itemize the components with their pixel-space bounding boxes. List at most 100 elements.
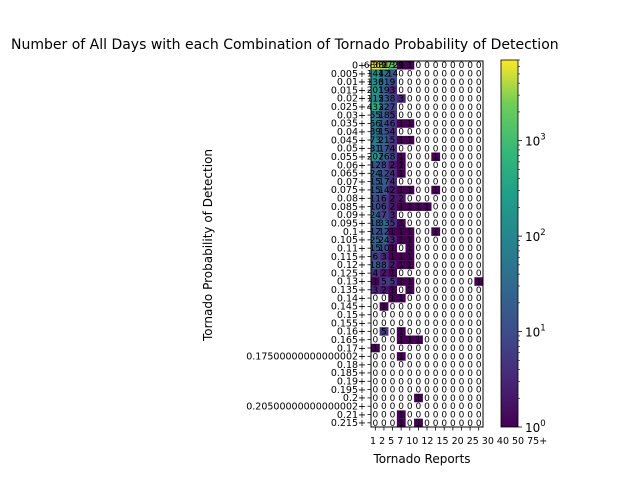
y-tick-label: 0.14+ (337, 293, 366, 304)
heatmap-cell-label: 0 (459, 352, 465, 362)
heatmap-cell-label: 0 (372, 327, 378, 337)
heatmap-cell-label: 0 (398, 144, 404, 154)
y-tick-label: 0.03+ (337, 110, 366, 121)
heatmap-cell (379, 152, 389, 162)
heatmap-cell-label: 1 (476, 277, 482, 287)
heatmap-cell-label: 0 (450, 269, 456, 279)
y-axis-ticks: 0+0.005+0.01+0.015+0.02+0.025+0.03+0.035… (246, 60, 371, 429)
heatmap-cell-label: 0 (407, 402, 413, 412)
colorbar-ticks: 100 101 102 103 (518, 59, 546, 435)
heatmap-cell-label: 0 (416, 228, 422, 238)
heatmap-cell (379, 61, 389, 70)
heatmap-cell-label: 0 (450, 178, 456, 188)
heatmap-cell (379, 302, 389, 311)
heatmap-cell-label: 0 (433, 277, 439, 287)
heatmap-cell-label: 0 (450, 361, 456, 371)
heatmap-cell-label: 0 (433, 394, 439, 404)
heatmap-cell-label: 24 (370, 211, 382, 221)
heatmap-cell (379, 110, 389, 120)
heatmap-cell-label: 207 (367, 153, 384, 163)
heatmap-cell-label: 1 (398, 61, 404, 71)
heatmap-cell-label: 6 (372, 252, 378, 262)
heatmap-cell-label: 141 (367, 69, 384, 79)
heatmap-cell-label: 0 (450, 203, 456, 213)
heatmap-cell-label: 10 (378, 244, 390, 254)
heatmap-cell-label: 0 (459, 161, 465, 171)
heatmap-cell-label: 0 (424, 302, 430, 312)
y-tick-label: 0.17+ (337, 343, 366, 354)
heatmap-cell-label: 0 (381, 386, 387, 396)
heatmap-cell-label: 0 (433, 319, 439, 329)
heatmap-cell-label: 0 (424, 286, 430, 296)
heatmap-cell-label: 0 (450, 286, 456, 296)
heatmap-cell-label: 0 (467, 377, 473, 387)
heatmap-cell-label: 0 (467, 78, 473, 88)
heatmap-cell (396, 152, 406, 162)
heatmap-cell-label: 0 (433, 128, 439, 138)
heatmap-cell-label: 14 (387, 69, 399, 79)
heatmap-cell-label: 0 (441, 319, 447, 329)
heatmap-cell (431, 185, 441, 195)
heatmap-cell (388, 77, 398, 87)
heatmap-cell (414, 202, 423, 211)
heatmap-cell-label: 0 (450, 319, 456, 329)
heatmap-cell-label: 0 (390, 327, 396, 337)
heatmap-cell-label: 22 (378, 103, 389, 113)
heatmap-cell-label: 0 (476, 153, 482, 163)
heatmap-cell-label: 0 (416, 103, 422, 113)
heatmap-cell (371, 235, 380, 245)
heatmap-cell-label: 0 (441, 261, 447, 271)
heatmap-cell-label: 0 (450, 377, 456, 387)
heatmap-cell-label: 0 (424, 277, 430, 287)
heatmap-cell-label: 1 (390, 269, 396, 279)
heatmap-cell-label: 0 (459, 94, 465, 104)
heatmap-cell-label: 0 (450, 352, 456, 362)
heatmap-cell-label: 0 (450, 194, 456, 204)
heatmap-cell-label: 0 (459, 103, 465, 113)
heatmap-cell (388, 285, 398, 295)
heatmap-cell-label: 0 (416, 411, 422, 421)
y-tick-label: 0.075+ (331, 185, 366, 196)
heatmap-cell-label: 56 (370, 119, 382, 129)
heatmap-cell (379, 202, 389, 211)
heatmap-cell-label: 24 (378, 236, 390, 246)
heatmap-cell-label: 0 (424, 319, 430, 329)
heatmap-cell (396, 352, 406, 361)
heatmap-cell-label: 0 (450, 119, 456, 129)
heatmap-cell-label: 0 (459, 236, 465, 246)
heatmap-cell (371, 343, 380, 353)
heatmap-cell (422, 202, 432, 211)
heatmap-cell-label: 0 (467, 61, 473, 71)
heatmap-cell-label: 0 (476, 144, 482, 154)
heatmap-cell-label: 0 (467, 69, 473, 79)
heatmap-cell-label: 0 (424, 294, 430, 304)
y-tick-label: 0.04+ (337, 127, 366, 138)
heatmap-cell-label: 0 (467, 261, 473, 271)
heatmap-cell-label: 0 (441, 128, 447, 138)
heatmap-cell-label: 0 (416, 161, 422, 171)
heatmap-cell-label: 0 (441, 169, 447, 179)
heatmap-cell-label: 0 (450, 153, 456, 163)
heatmap-cell-label: 0 (441, 203, 447, 213)
heatmap-cell-label: 0 (459, 86, 465, 96)
y-tick-label: 0.21+ (337, 410, 366, 421)
heatmap-cell (379, 169, 389, 178)
heatmap-cell-label: 2 (390, 261, 396, 271)
heatmap-cell-label: 0 (424, 219, 430, 229)
heatmap-cell (371, 102, 380, 112)
heatmap-cell-label: 0 (467, 186, 473, 196)
heatmap-cell-label: 0 (407, 369, 413, 379)
heatmap-cell-label: 0 (372, 386, 378, 396)
heatmap-cell-label: 0 (398, 103, 404, 113)
heatmap-cell-label: 0 (381, 344, 387, 354)
colorbar-tick-label: 103 (525, 133, 546, 149)
heatmap-cell (379, 235, 389, 245)
heatmap-cell-label: 15 (370, 178, 381, 188)
heatmap-cell-label: 0 (459, 178, 465, 188)
heatmap-cell-label: 8 (390, 94, 396, 104)
heatmap-cell-label: 0 (450, 211, 456, 221)
heatmap-cell-label: 0 (476, 244, 482, 254)
heatmap-cell-label: 0 (407, 169, 413, 179)
heatmap-cell-label: 10 (370, 203, 382, 213)
heatmap-cell-label: 0 (441, 302, 447, 312)
